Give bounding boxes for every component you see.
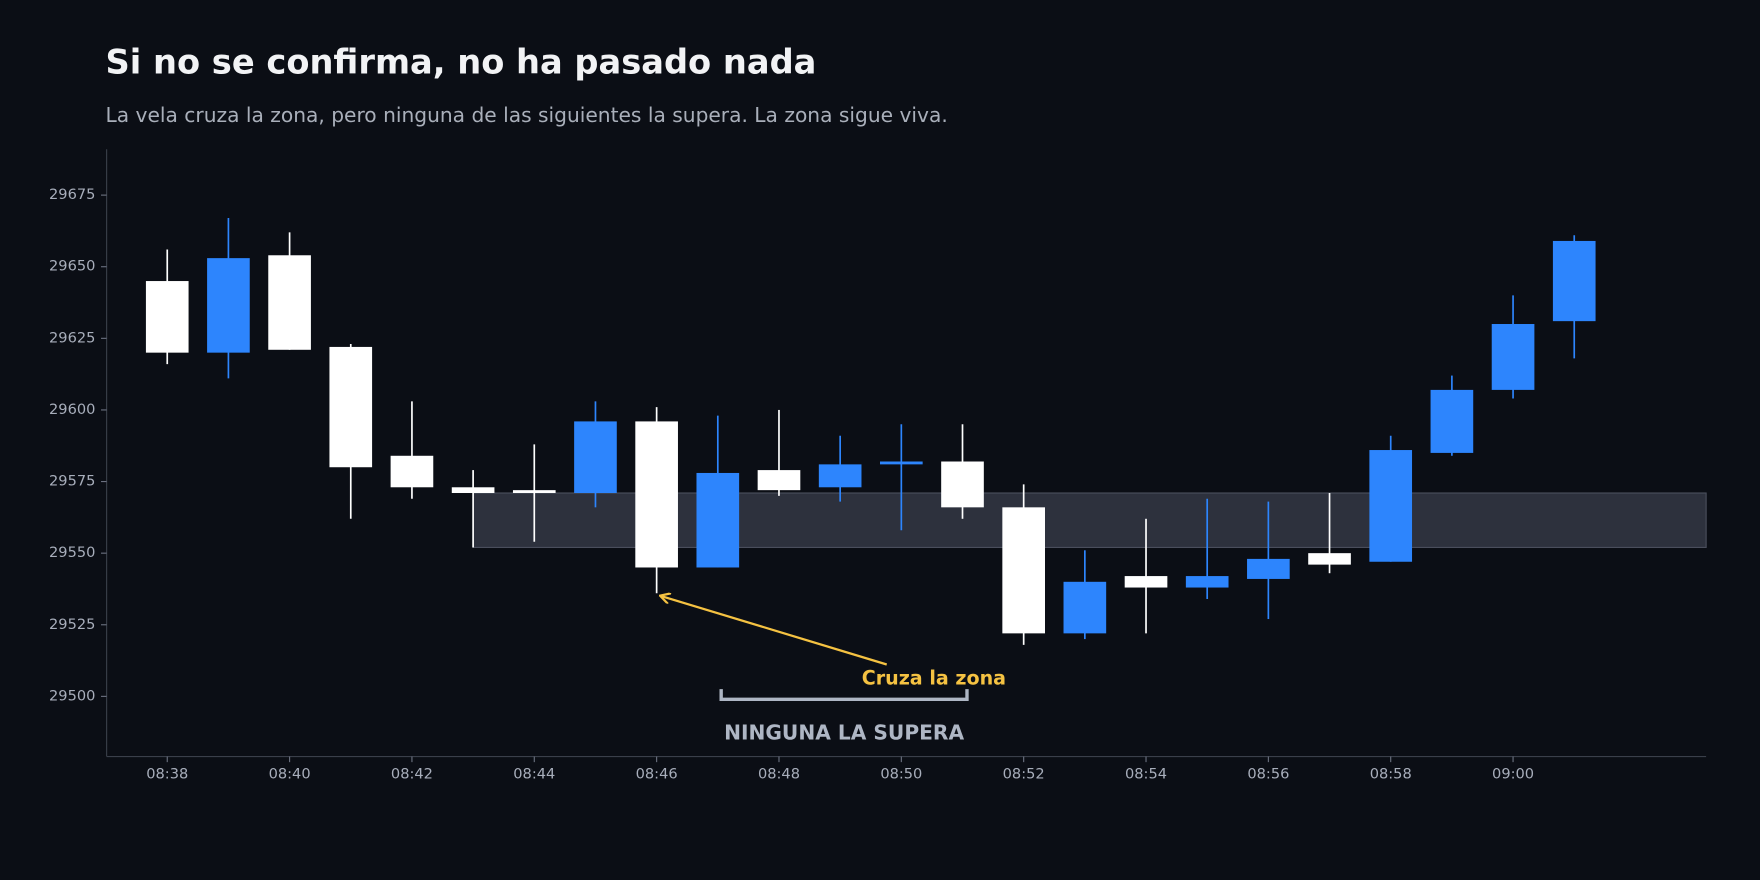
x-tick-label: 08:56 bbox=[1247, 765, 1289, 782]
chart-subtitle: La vela cruza la zona, pero ninguna de l… bbox=[106, 103, 948, 127]
candle-body bbox=[512, 490, 556, 494]
x-tick-label: 08:44 bbox=[513, 765, 555, 782]
x-tick-label: 09:00 bbox=[1492, 765, 1534, 782]
x-tick-label: 08:38 bbox=[146, 765, 188, 782]
candle-body bbox=[268, 255, 311, 350]
candle-body bbox=[1247, 558, 1290, 579]
candle-body bbox=[1308, 553, 1351, 565]
candle-body bbox=[1369, 450, 1413, 562]
annotation-text: Cruza la zona bbox=[862, 668, 1006, 690]
candle-body bbox=[1002, 507, 1045, 634]
chart-title: Si no se confirma, no ha pasado nada bbox=[106, 42, 817, 81]
y-tick-label: 29525 bbox=[49, 616, 95, 633]
candle-body bbox=[1063, 581, 1107, 634]
candle-body bbox=[390, 455, 434, 488]
candle-body bbox=[329, 346, 373, 468]
candle-body bbox=[818, 464, 862, 488]
y-tick-label: 29675 bbox=[49, 186, 95, 203]
y-tick-label: 29650 bbox=[49, 258, 95, 275]
candle-body bbox=[941, 461, 984, 508]
y-tick-label: 29600 bbox=[49, 401, 95, 418]
bracket bbox=[719, 689, 969, 701]
x-tick-label: 08:54 bbox=[1125, 765, 1167, 782]
candle-body bbox=[574, 421, 617, 494]
x-tick-label: 08:50 bbox=[880, 765, 922, 782]
x-tick-label: 08:52 bbox=[1003, 765, 1045, 782]
x-tick-label: 08:40 bbox=[269, 765, 311, 782]
candle-body bbox=[145, 281, 189, 353]
y-tick-label: 29500 bbox=[49, 687, 95, 704]
candle-body bbox=[880, 461, 923, 465]
candle-body bbox=[1124, 576, 1168, 588]
candle-body bbox=[635, 421, 678, 568]
candle-body bbox=[1430, 389, 1474, 453]
candle-body bbox=[1491, 324, 1535, 390]
y-tick-label: 29550 bbox=[49, 544, 95, 561]
y-tick-label: 29575 bbox=[49, 473, 95, 490]
candle-body bbox=[207, 258, 250, 353]
candle-body bbox=[696, 472, 740, 568]
candle-body bbox=[757, 470, 801, 491]
x-tick-label: 08:42 bbox=[391, 765, 433, 782]
candle-body bbox=[1552, 240, 1596, 322]
x-tick-label: 08:48 bbox=[758, 765, 800, 782]
y-tick-label: 29625 bbox=[49, 329, 95, 346]
bracket-label: NINGUNA LA SUPERA bbox=[724, 721, 964, 745]
candle-body bbox=[1185, 576, 1229, 588]
zone bbox=[472, 492, 1707, 548]
annotation-arrow bbox=[661, 596, 888, 666]
x-tick-label: 08:46 bbox=[636, 765, 678, 782]
candle-body bbox=[451, 487, 495, 494]
x-tick-label: 08:58 bbox=[1370, 765, 1412, 782]
